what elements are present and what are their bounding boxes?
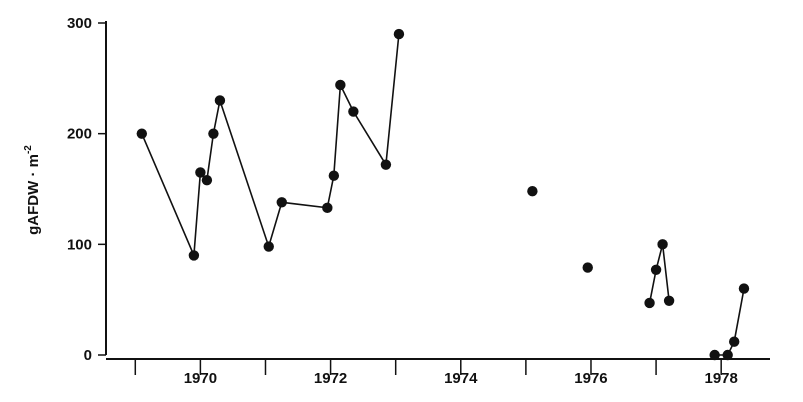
series-line bbox=[714, 288, 745, 356]
x-tick-label: 1974 bbox=[444, 370, 478, 387]
data-series bbox=[136, 28, 750, 361]
data-point bbox=[214, 95, 226, 106]
x-tick-label: 1976 bbox=[574, 370, 607, 387]
y-axis: 0 100 200 300 bbox=[67, 15, 107, 364]
data-point bbox=[657, 239, 668, 250]
data-point bbox=[722, 349, 733, 361]
data-point bbox=[328, 170, 340, 181]
data-point bbox=[663, 295, 675, 306]
data-point bbox=[201, 174, 213, 186]
data-point bbox=[738, 283, 750, 294]
data-point bbox=[208, 128, 219, 139]
x-tick-label: 1978 bbox=[704, 370, 737, 387]
data-point bbox=[335, 79, 346, 91]
data-point bbox=[188, 250, 200, 261]
data-point bbox=[527, 186, 538, 197]
x-tick-label: 1972 bbox=[314, 370, 347, 387]
data-point bbox=[709, 349, 720, 361]
data-point bbox=[263, 241, 274, 252]
data-point bbox=[650, 264, 662, 275]
data-point bbox=[322, 202, 333, 214]
y-tick-label: 100 bbox=[67, 236, 92, 253]
x-tick-label: 1970 bbox=[184, 370, 217, 387]
y-tick-label: 200 bbox=[67, 126, 92, 143]
y-tick-label: 0 bbox=[84, 347, 92, 364]
data-point bbox=[393, 28, 405, 40]
data-point bbox=[136, 128, 148, 139]
y-axis-label-superscript: -2 bbox=[23, 145, 34, 154]
series-line bbox=[648, 244, 670, 304]
data-point bbox=[644, 297, 655, 309]
data-point bbox=[582, 262, 593, 273]
data-point bbox=[728, 336, 740, 347]
data-point bbox=[195, 167, 206, 178]
data-point bbox=[380, 159, 392, 170]
data-point bbox=[276, 197, 287, 208]
series-line bbox=[141, 34, 400, 256]
y-tick-label: 300 bbox=[67, 15, 92, 32]
y-axis-label: gAFDW · m-2 bbox=[23, 145, 42, 235]
x-axis: 1970 1972 1974 1976 1978 bbox=[106, 358, 770, 387]
data-point bbox=[348, 106, 359, 117]
